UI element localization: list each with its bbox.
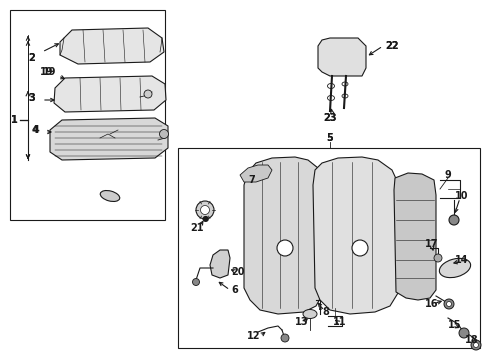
Text: 2: 2 [29, 53, 35, 63]
Text: 14: 14 [454, 255, 468, 265]
Polygon shape [54, 76, 165, 112]
Polygon shape [209, 250, 229, 278]
Circle shape [351, 240, 367, 256]
Text: 22: 22 [384, 41, 398, 51]
Text: 9: 9 [444, 170, 450, 180]
Circle shape [143, 90, 152, 98]
Text: 3: 3 [29, 93, 35, 103]
Ellipse shape [100, 190, 120, 202]
Circle shape [472, 342, 478, 347]
Text: 15: 15 [447, 320, 461, 330]
Polygon shape [317, 38, 365, 76]
Text: 23: 23 [323, 113, 336, 123]
Polygon shape [240, 165, 271, 182]
Circle shape [159, 130, 168, 139]
Text: 20: 20 [231, 267, 244, 277]
Text: 7: 7 [248, 175, 255, 185]
Text: 1: 1 [11, 115, 18, 125]
Text: 21: 21 [190, 223, 203, 233]
Text: 19: 19 [40, 67, 54, 77]
Circle shape [458, 328, 468, 338]
Text: 17: 17 [425, 239, 438, 249]
Ellipse shape [439, 258, 469, 278]
Text: ●: ● [201, 213, 208, 222]
Bar [178, 148, 479, 348]
Text: 11: 11 [332, 317, 346, 327]
Circle shape [281, 334, 288, 342]
Circle shape [196, 201, 214, 219]
Text: 4: 4 [32, 125, 38, 135]
Polygon shape [60, 28, 163, 64]
Text: 22: 22 [384, 41, 398, 51]
Text: 13: 13 [295, 317, 308, 327]
Text: 3: 3 [29, 93, 35, 103]
Polygon shape [312, 157, 397, 314]
Text: 1: 1 [11, 115, 18, 125]
Text: 19: 19 [43, 67, 57, 77]
Polygon shape [393, 173, 435, 300]
Circle shape [470, 340, 480, 350]
Text: 23: 23 [323, 113, 336, 123]
Text: 4: 4 [33, 125, 40, 135]
Text: 18: 18 [464, 335, 478, 345]
Text: 2: 2 [29, 53, 35, 63]
Ellipse shape [303, 310, 316, 319]
Circle shape [446, 302, 450, 306]
Text: 5: 5 [326, 133, 333, 143]
Polygon shape [244, 157, 321, 314]
Text: 16: 16 [425, 299, 438, 309]
Polygon shape [50, 118, 168, 160]
Circle shape [192, 279, 199, 285]
Text: 6: 6 [231, 285, 238, 295]
Circle shape [200, 206, 209, 215]
Text: 8: 8 [322, 307, 329, 317]
Circle shape [443, 299, 453, 309]
Circle shape [276, 240, 292, 256]
Circle shape [448, 215, 458, 225]
Text: 12: 12 [247, 331, 260, 341]
Text: 10: 10 [454, 191, 468, 201]
Text: 5: 5 [326, 133, 333, 143]
Circle shape [433, 254, 441, 262]
Bar [10, 10, 164, 220]
